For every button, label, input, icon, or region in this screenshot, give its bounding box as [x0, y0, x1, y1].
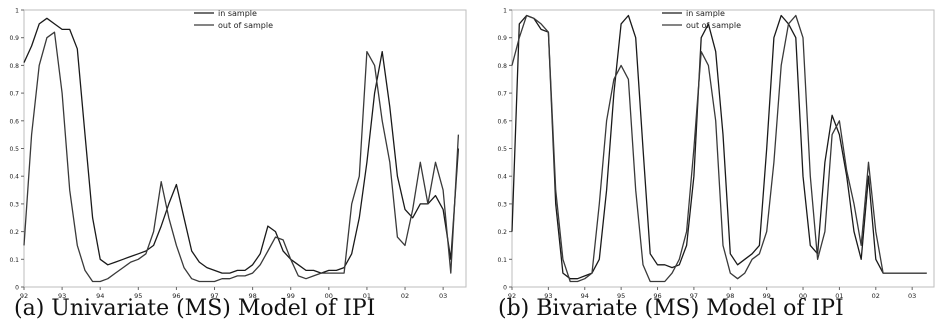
x-tick-label: 94 [581, 292, 589, 300]
legend-label: in sample [218, 9, 257, 18]
x-tick-label: 02 [401, 292, 409, 300]
y-tick-label: 0.5 [9, 146, 19, 153]
x-tick-label: 92 [508, 292, 516, 300]
y-tick-label: 1 [15, 8, 19, 15]
x-tick-label: 99 [763, 292, 771, 300]
plot-frame [23, 9, 467, 288]
x-tick-label: 03 [908, 292, 916, 300]
series-line-out-of-sample [511, 14, 927, 283]
x-tick-label: 93 [58, 292, 66, 300]
x-tick-label: 02 [872, 292, 880, 300]
x-tick-label: 93 [544, 292, 552, 300]
x-tick-label: 95 [134, 292, 142, 300]
y-tick-label: 0.9 [9, 35, 19, 42]
series-line-in-sample [23, 17, 460, 274]
y-tick-label: 0.8 [9, 63, 19, 70]
caption-bivariate: (b) Bivariate (MS) Model of IPI [498, 296, 844, 321]
y-tick-label: 1 [503, 8, 507, 15]
x-tick-label: 97 [210, 292, 218, 300]
y-tick-label: 0.8 [497, 63, 507, 70]
x-tick-label: 01 [835, 292, 843, 300]
x-tick-label: 98 [726, 292, 734, 300]
y-tick-label: 0 [15, 285, 19, 292]
x-tick-label: 97 [690, 292, 698, 300]
y-tick-label: 0.4 [497, 174, 507, 181]
x-tick-label: 95 [617, 292, 625, 300]
legend-label: out of sample [686, 21, 741, 30]
x-tick-label: 03 [439, 292, 447, 300]
x-tick-label: 98 [248, 292, 256, 300]
chart-panel-univariate: 0 0.1 0.2 0.3 0.4 0.5 0.6 0.7 0.8 0.9 1 92 93 94 95 96 9… [9, 8, 467, 300]
x-tick-label: 96 [653, 292, 661, 300]
y-tick-label: 0.9 [497, 35, 507, 42]
y-tick-label: 0.7 [9, 91, 19, 98]
y-tick-label: 0.6 [9, 118, 19, 125]
y-tick-label: 0.1 [497, 257, 507, 264]
y-tick-label: 0.2 [497, 229, 507, 236]
series-line-out-of-sample [23, 31, 460, 283]
legend-label: out of sample [218, 21, 273, 30]
y-tick-label: 0.3 [497, 201, 507, 208]
chart-panel-bivariate: 0 0.1 0.2 0.3 0.4 0.5 0.6 0.7 0.8 0.9 1 92 93 94 95 96 9… [497, 8, 935, 300]
y-tick-label: 0.5 [497, 146, 507, 153]
x-tick-label: 96 [172, 292, 180, 300]
y-tick-label: 0.6 [497, 118, 507, 125]
y-tick-label: 0 [503, 285, 507, 292]
y-tick-label: 0.7 [497, 91, 507, 98]
x-tick-label: 99 [287, 292, 295, 300]
legend-label: in sample [686, 9, 725, 18]
y-tick-label: 0.2 [9, 229, 19, 236]
y-tick-label: 0.3 [9, 201, 19, 208]
y-tick-label: 0.4 [9, 174, 19, 181]
series-line-in-sample [511, 14, 927, 280]
x-tick-label: 01 [363, 292, 371, 300]
caption-univariate: (a) Univariate (MS) Model of IPI [14, 296, 376, 321]
x-tick-label: 92 [20, 292, 28, 300]
x-tick-label: 00 [799, 292, 807, 300]
x-tick-label: 94 [96, 292, 104, 300]
y-tick-label: 0.1 [9, 257, 19, 264]
x-tick-label: 00 [325, 292, 333, 300]
